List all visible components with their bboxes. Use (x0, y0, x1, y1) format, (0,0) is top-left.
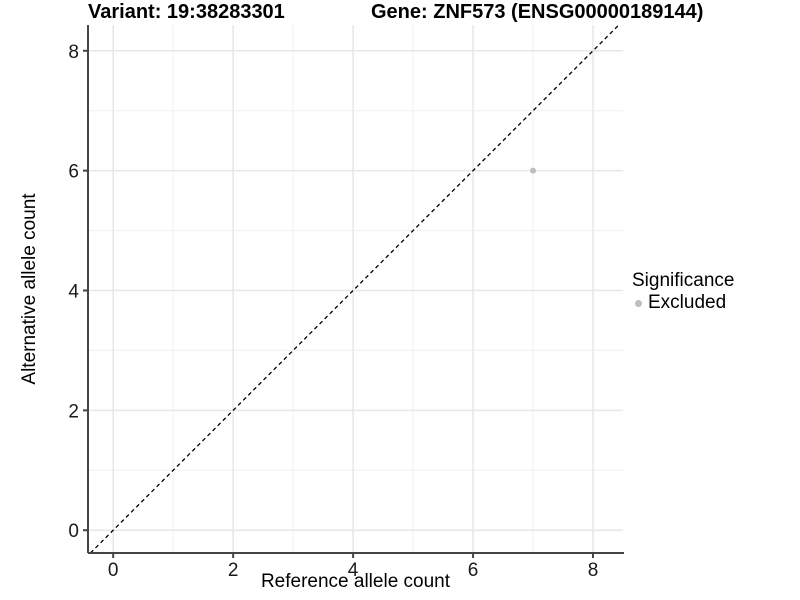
legend-entry-label: Excluded (648, 292, 727, 313)
data-point (530, 167, 537, 174)
plot-title-variant: Variant: 19:38283301 (88, 1, 285, 23)
y-tick-label: 6 (68, 162, 79, 183)
x-tick-label: 8 (588, 560, 599, 581)
legend-point-icon (635, 299, 642, 307)
legend-entry: Excluded (632, 293, 734, 313)
legend-title: Significance (632, 270, 735, 291)
y-axis-title: Alternative allele count (19, 193, 40, 385)
plot-title-gene: Gene: ZNF573 (ENSG00000189144) (371, 1, 704, 23)
y-tick-label: 4 (68, 281, 79, 302)
legend: Significance Excluded (632, 270, 734, 313)
x-tick-label: 6 (468, 560, 479, 581)
x-tick-label: 2 (228, 560, 239, 581)
y-tick-label: 0 (68, 521, 79, 542)
identity-dashed-line (89, 24, 620, 554)
x-axis-title: Reference allele count (260, 571, 451, 592)
y-tick-label: 8 (68, 42, 79, 63)
x-tick-label: 0 (108, 560, 119, 581)
y-tick-label: 2 (68, 401, 79, 422)
x-tick-label: 4 (348, 560, 359, 581)
